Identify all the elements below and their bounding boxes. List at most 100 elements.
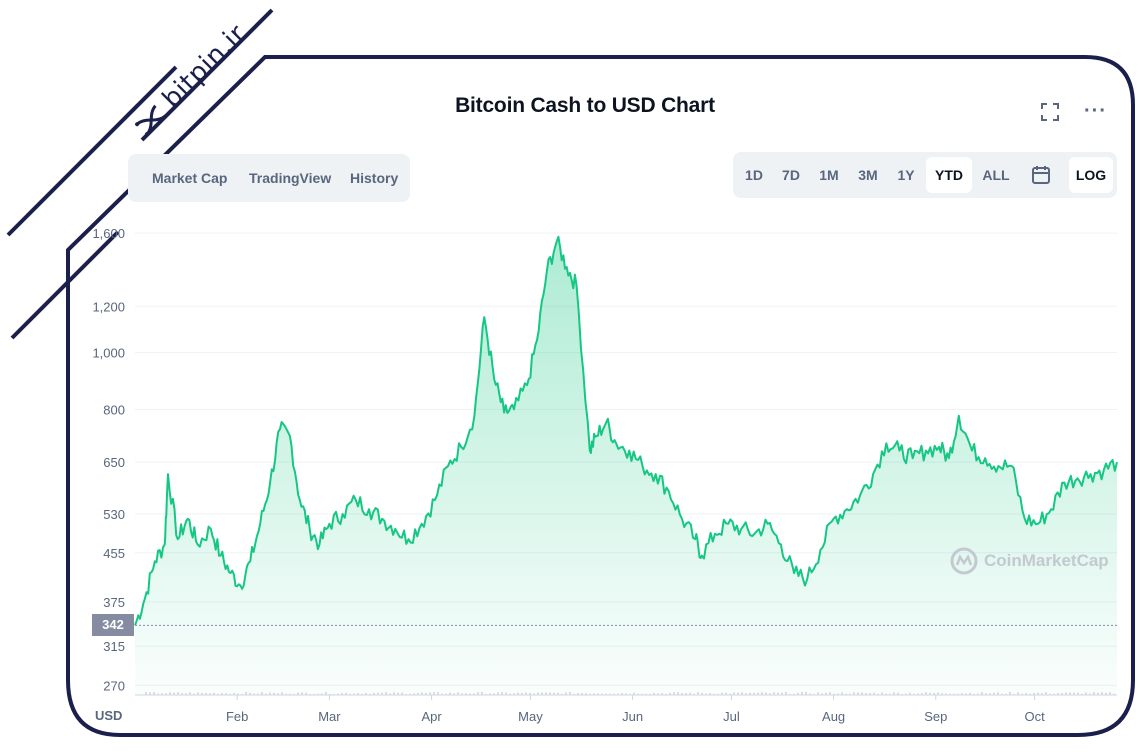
volume-bar xyxy=(413,693,415,695)
volume-bar xyxy=(329,693,331,695)
volume-bar xyxy=(653,692,655,695)
volume-bar xyxy=(293,693,295,695)
range-1d-button[interactable]: 1D xyxy=(745,167,763,183)
volume-bar xyxy=(981,692,983,695)
volume-bar xyxy=(977,693,979,695)
volume-bar xyxy=(473,693,475,695)
volume-bar xyxy=(189,692,191,695)
volume-bar xyxy=(865,693,867,695)
x-tick-label: Oct xyxy=(1025,709,1046,724)
log-scale-button[interactable]: LOG xyxy=(1069,157,1113,193)
volume-bar xyxy=(249,692,251,695)
volume-bar xyxy=(737,692,739,695)
volume-bar xyxy=(709,693,711,695)
volume-bar xyxy=(609,693,611,695)
volume-bar xyxy=(1077,692,1079,695)
volume-bar xyxy=(777,692,779,695)
bitpin-logo-icon xyxy=(135,104,167,137)
volume-bar xyxy=(785,692,787,695)
volume-bar xyxy=(1109,692,1111,695)
calendar-icon[interactable] xyxy=(1030,164,1052,186)
volume-bar xyxy=(505,692,507,695)
range-3m-button[interactable]: 3M xyxy=(858,167,878,183)
volume-bar xyxy=(953,693,955,695)
y-axis-ticks: 1,600 1,200 1,000 800 650 530 455 375 315 270 xyxy=(92,226,125,693)
volume-bar xyxy=(821,693,823,695)
volume-bar xyxy=(769,693,771,695)
volume-bar xyxy=(729,693,731,695)
volume-bar xyxy=(173,692,175,695)
volume-bar xyxy=(829,692,831,695)
volume-bar xyxy=(493,693,495,695)
watermark-text: CoinMarketCap xyxy=(984,551,1109,570)
volume-bar xyxy=(613,693,615,695)
volume-bar xyxy=(229,693,231,695)
range-all-button[interactable]: ALL xyxy=(982,167,1010,183)
volume-bar xyxy=(913,693,915,695)
volume-bar xyxy=(489,693,491,695)
volume-bar xyxy=(993,692,995,695)
volume-bar xyxy=(453,693,455,695)
volume-bar xyxy=(225,693,227,695)
fullscreen-icon[interactable] xyxy=(1040,102,1060,122)
volume-bar xyxy=(757,692,759,695)
volume-bar xyxy=(717,693,719,695)
volume-bar xyxy=(581,693,583,695)
volume-bar xyxy=(761,692,763,695)
volume-bar xyxy=(389,693,391,695)
volume-bar xyxy=(317,693,319,695)
x-axis-ticks: Feb Mar Apr May Jun Jul Aug Sep Oct xyxy=(226,695,1045,724)
range-7d-button[interactable]: 7D xyxy=(782,167,800,183)
volume-bar xyxy=(1097,692,1099,695)
volume-bar xyxy=(645,693,647,695)
volume-bar xyxy=(901,693,903,695)
volume-bar xyxy=(257,693,259,695)
tab-history[interactable]: History xyxy=(350,170,399,186)
volume-bar xyxy=(641,693,643,695)
volume-bar xyxy=(949,693,951,695)
volume-bar xyxy=(521,692,523,695)
volume-bar xyxy=(849,693,851,695)
volume-bar xyxy=(825,692,827,695)
volume-bar xyxy=(669,692,671,695)
tab-tradingview[interactable]: TradingView xyxy=(249,170,332,186)
volume-bar xyxy=(1033,692,1035,695)
volume-bar xyxy=(893,692,895,695)
volume-bar xyxy=(209,693,211,695)
volume-bar xyxy=(933,692,935,695)
volume-bar xyxy=(1045,692,1047,695)
range-1m-button[interactable]: 1M xyxy=(819,167,839,183)
volume-bar xyxy=(689,692,691,695)
volume-bar xyxy=(153,692,155,695)
volume-bar xyxy=(705,693,707,695)
volume-bar xyxy=(661,692,663,695)
volume-bar xyxy=(333,693,335,695)
volume-bar xyxy=(1025,693,1027,695)
tab-market-cap[interactable]: Market Cap xyxy=(152,170,228,186)
volume-bar xyxy=(573,693,575,695)
volume-bar xyxy=(497,692,499,695)
volume-bar xyxy=(945,693,947,695)
y-tick-label: 315 xyxy=(103,639,125,654)
more-icon[interactable]: ··· xyxy=(1084,100,1107,122)
range-1y-button[interactable]: 1Y xyxy=(897,167,915,183)
volume-bar xyxy=(745,693,747,695)
volume-bar xyxy=(725,692,727,695)
volume-bar xyxy=(357,693,359,695)
range-ytd-button[interactable]: YTD xyxy=(926,157,972,193)
volume-bar xyxy=(169,692,171,695)
volume-bar xyxy=(501,692,503,695)
volume-bar xyxy=(649,693,651,695)
volume-bars xyxy=(145,692,1115,695)
volume-bar xyxy=(177,692,179,695)
volume-bar xyxy=(165,693,167,695)
x-tick-label: Mar xyxy=(318,709,341,724)
volume-bar xyxy=(925,692,927,695)
volume-bar xyxy=(545,692,547,695)
volume-bar xyxy=(265,693,267,695)
volume-bar xyxy=(809,693,811,695)
volume-bar xyxy=(965,693,967,695)
volume-bar xyxy=(1113,693,1115,695)
volume-bar xyxy=(685,692,687,695)
